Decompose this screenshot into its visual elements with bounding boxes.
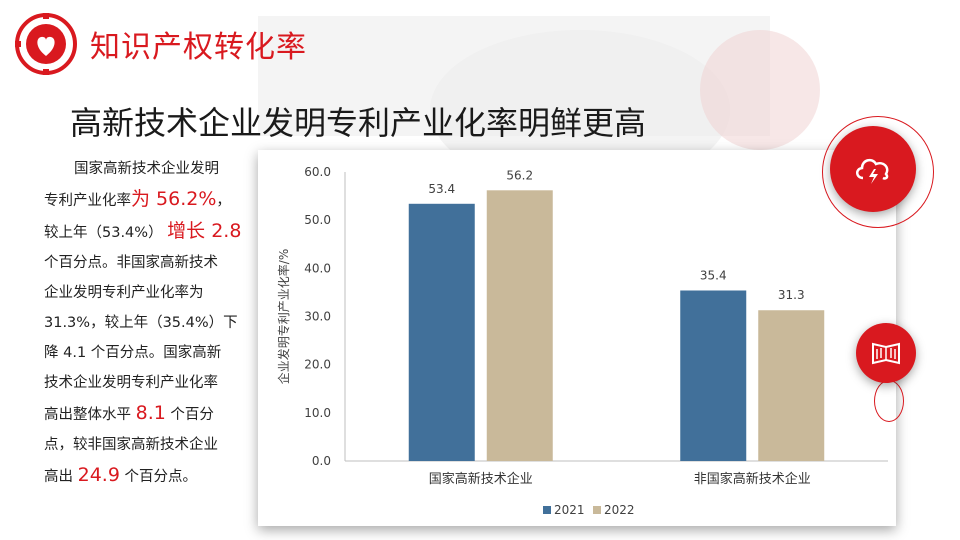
decorative-ring bbox=[822, 116, 934, 228]
description-line: 31.3%，较上年（35.4%）下 bbox=[44, 308, 256, 338]
gear-heart-logo-icon bbox=[15, 13, 77, 75]
description-line: 国家高新技术企业发明 bbox=[44, 154, 256, 184]
bar-2021-1 bbox=[680, 290, 747, 461]
open-book-icon bbox=[872, 342, 900, 365]
page-title: 高新技术企业发明专利产业化率明鲜更高 bbox=[70, 104, 647, 142]
data-label: 35.4 bbox=[700, 268, 727, 282]
highlight-text: 增长 2.8 bbox=[167, 220, 242, 242]
description-line: 较上年（53.4%） 增长 2.8 bbox=[44, 216, 256, 248]
y-tick-label: 60.0 bbox=[304, 165, 331, 179]
description-line: 降 4.1 个百分点。国家高新 bbox=[44, 338, 256, 368]
highlight-text: 24.9 bbox=[77, 464, 120, 486]
body-text: 降 4.1 个百分点。国家高新 bbox=[44, 345, 222, 361]
description-line: 高出整体水平 8.1 个百分 bbox=[44, 398, 256, 430]
description-text-block: 国家高新技术企业发明 专利产业化率为 56.2%， 较上年（53.4%） 增长 2.… bbox=[38, 148, 256, 504]
section-title: 知识产权转化率 bbox=[90, 30, 307, 65]
highlight-text: 为 56.2% bbox=[131, 188, 217, 210]
legend-swatch-2021 bbox=[543, 506, 551, 514]
chart-card: 0.0 10.0 20.0 30.0 40.0 50.0 60.0 企业发明专利产业化率/% 5… bbox=[258, 150, 896, 526]
book-button[interactable] bbox=[856, 323, 916, 383]
decorative-ring-small bbox=[874, 380, 904, 422]
body-text: 个百分点。 bbox=[119, 469, 198, 485]
y-tick-label: 10.0 bbox=[304, 406, 331, 420]
cloud-lightning-icon bbox=[856, 158, 889, 184]
body-text: 国家高新技术企业发明 bbox=[74, 161, 219, 177]
highlight-text: 8.1 bbox=[135, 402, 166, 424]
description-paragraph: 国家高新技术企业发明 专利产业化率为 56.2%， 较上年（53.4%） 增长 2.… bbox=[44, 154, 256, 492]
bar-2022-1 bbox=[758, 310, 825, 461]
legend-label: 2021 bbox=[554, 503, 585, 517]
description-line: 点，较非国家高新技术企业 bbox=[44, 430, 256, 460]
body-text: 高出 bbox=[44, 469, 78, 485]
bar-2022-0 bbox=[486, 190, 553, 461]
data-label: 31.3 bbox=[778, 288, 805, 302]
data-label: 53.4 bbox=[428, 182, 455, 196]
body-text: 高出整体水平 bbox=[44, 407, 136, 423]
background-circle-decoration bbox=[700, 30, 820, 150]
description-line: 专利产业化率为 56.2%， bbox=[44, 184, 256, 216]
y-tick-label: 0.0 bbox=[312, 454, 331, 468]
description-line: 企业发明专利产业化率为 bbox=[44, 278, 256, 308]
description-line: 高出 24.9 个百分点。 bbox=[44, 460, 256, 492]
y-tick-label: 40.0 bbox=[304, 261, 331, 275]
body-text: 企业发明专利产业化率为 bbox=[44, 285, 204, 301]
x-category-label: 国家高新技术企业 bbox=[429, 471, 533, 487]
data-label: 56.2 bbox=[506, 168, 533, 182]
x-category-label: 非国家高新技术企业 bbox=[694, 471, 811, 487]
body-text: 专利产业化率 bbox=[44, 193, 131, 209]
body-text: ， bbox=[216, 193, 231, 209]
legend-label: 2022 bbox=[604, 503, 635, 517]
y-axis-title: 企业发明专利产业化率/% bbox=[276, 249, 291, 384]
y-tick-label: 30.0 bbox=[304, 310, 331, 324]
legend-swatch-2022 bbox=[593, 506, 601, 514]
body-text: 个百分点。非国家高新技术 bbox=[44, 255, 218, 271]
bar-chart: 0.0 10.0 20.0 30.0 40.0 50.0 60.0 企业发明专利产业化率/% 5… bbox=[276, 165, 888, 517]
body-text: 点，较非国家高新技术企业 bbox=[44, 437, 218, 453]
body-text: 技术企业发明专利产业化率 bbox=[44, 375, 218, 391]
description-line: 技术企业发明专利产业化率 bbox=[44, 368, 256, 398]
y-tick-label: 50.0 bbox=[304, 213, 331, 227]
cloud-lightning-button[interactable] bbox=[830, 126, 916, 212]
y-tick-label: 20.0 bbox=[304, 358, 331, 372]
body-text: 31.3%，较上年（35.4%）下 bbox=[44, 315, 238, 331]
bar-2021-0 bbox=[408, 203, 475, 461]
description-line: 个百分点。非国家高新技术 bbox=[44, 248, 256, 278]
body-text: 较上年（53.4%） bbox=[44, 225, 168, 241]
body-text: 个百分 bbox=[165, 407, 214, 423]
